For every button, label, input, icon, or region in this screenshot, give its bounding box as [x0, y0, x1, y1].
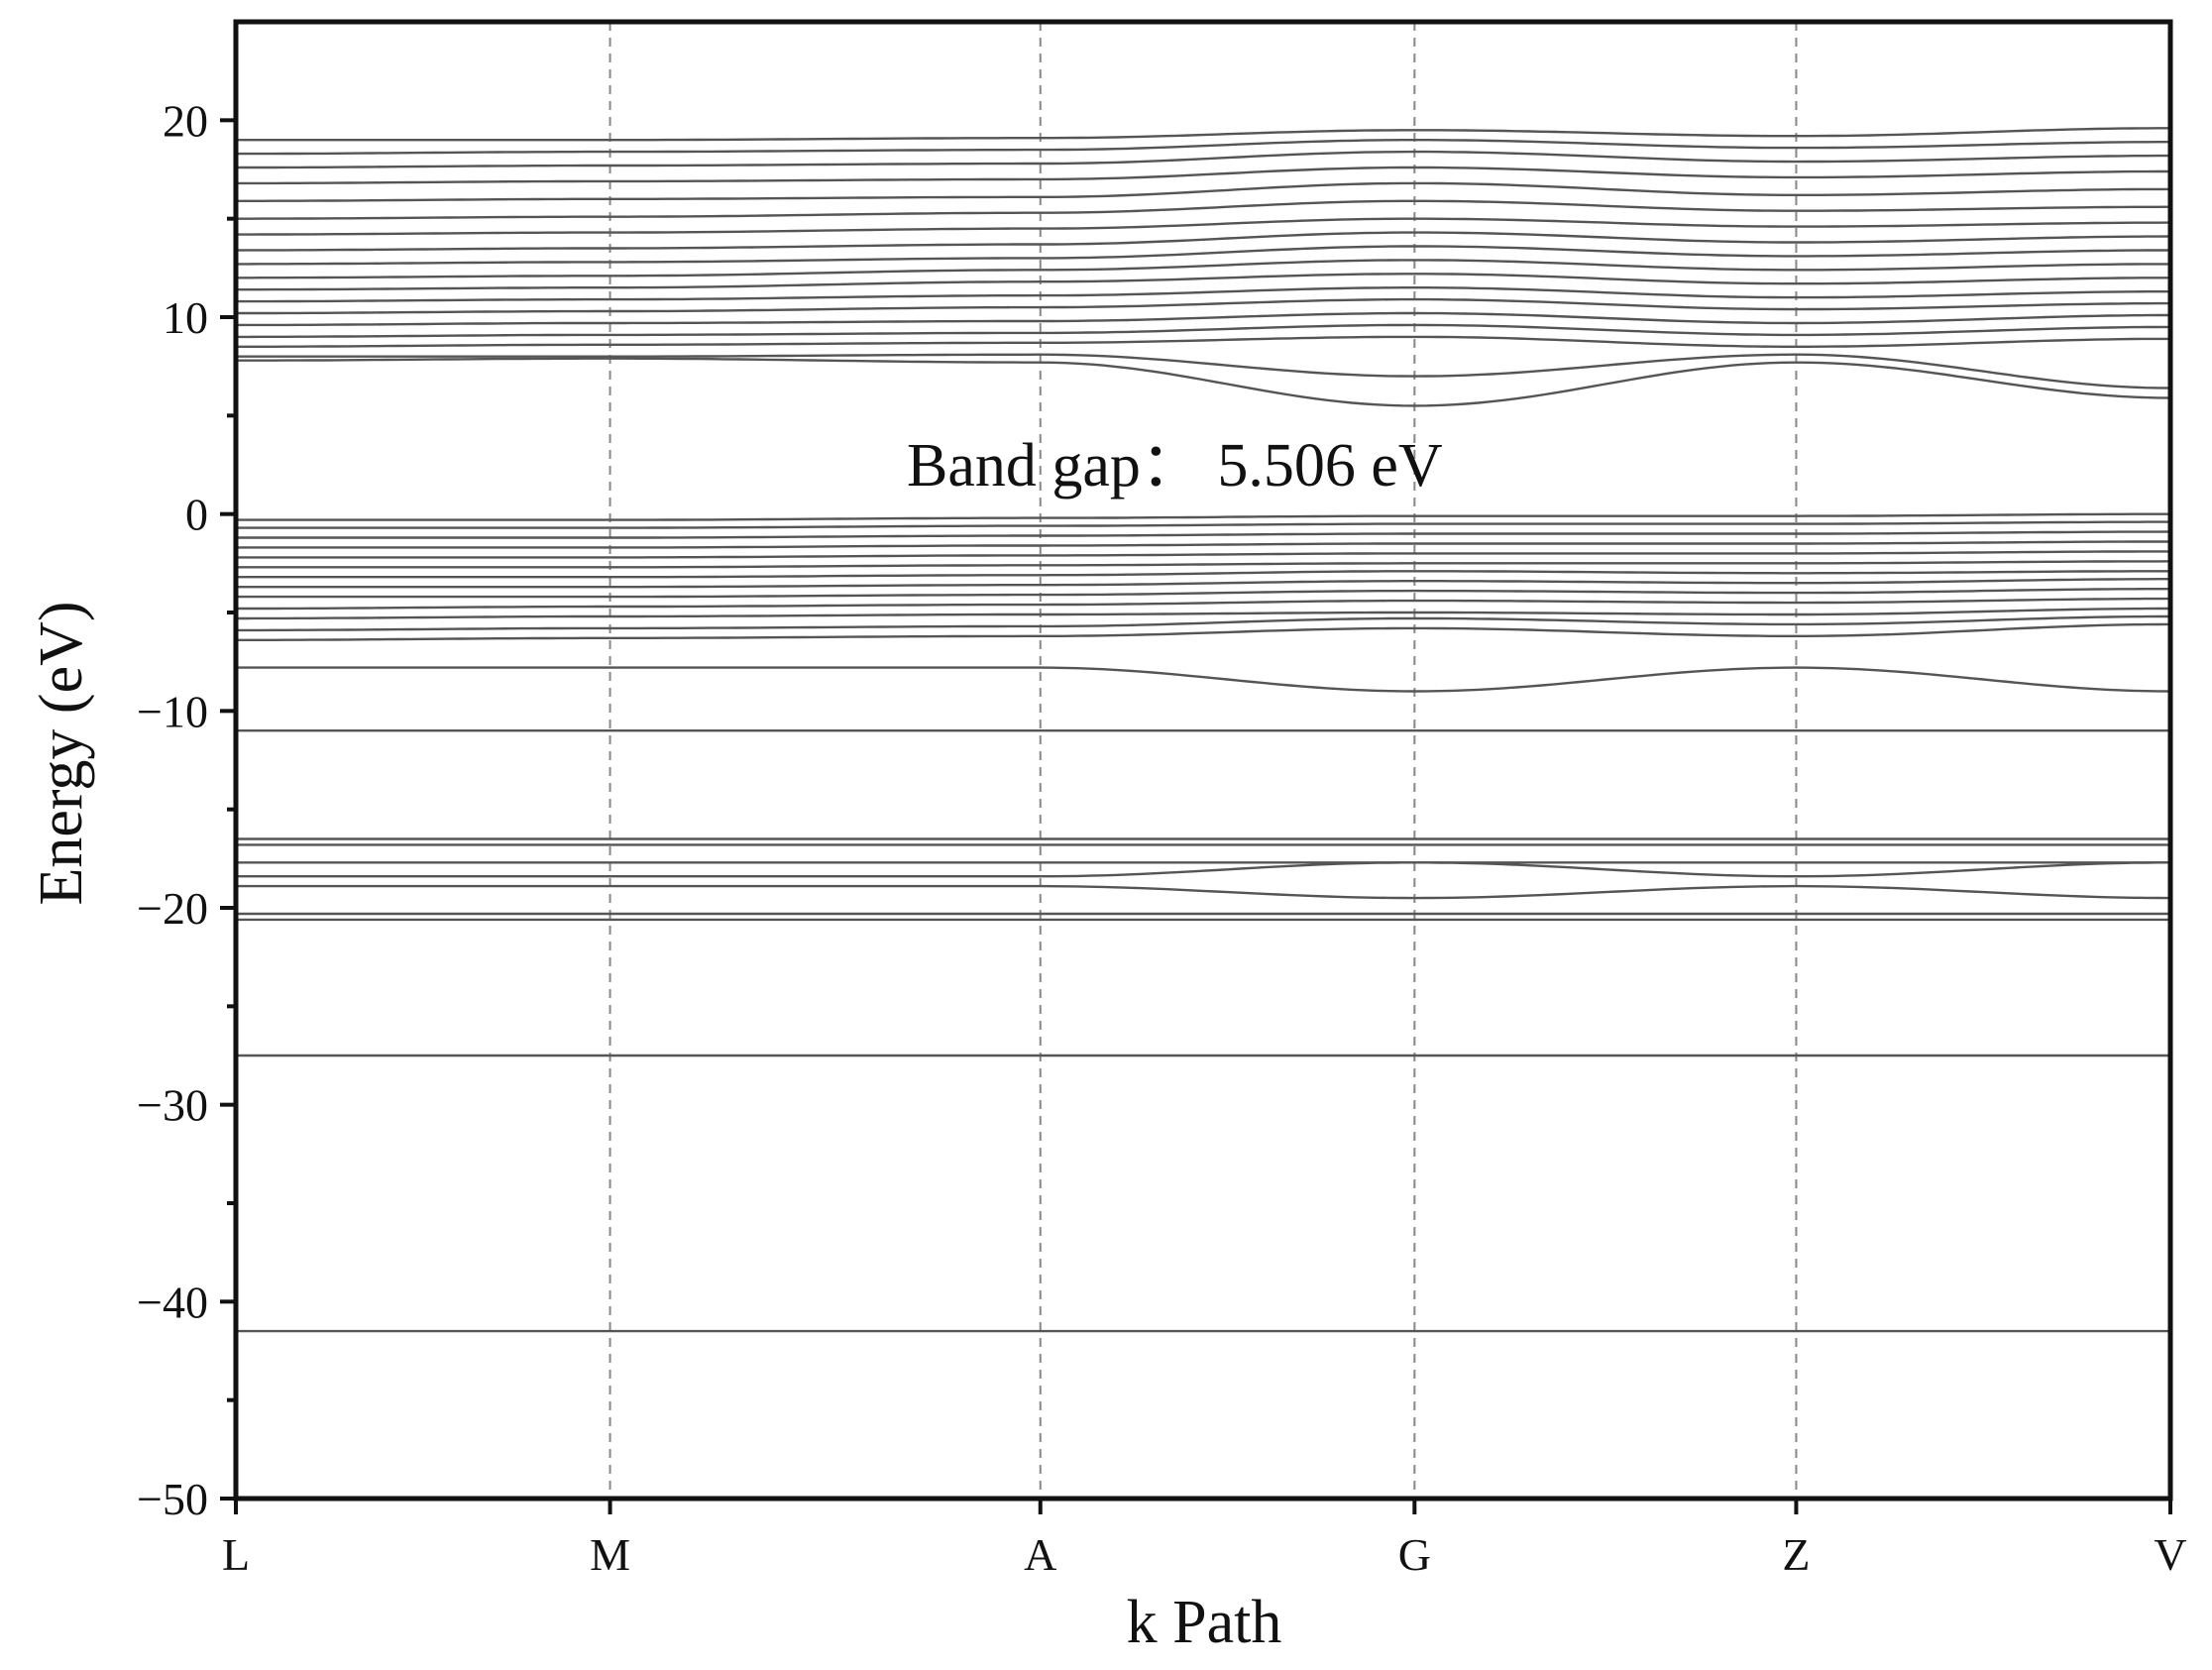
- band-line: [236, 862, 2170, 876]
- band-line: [236, 514, 2170, 520]
- band-line: [236, 167, 2170, 183]
- plot-frame: [236, 22, 2170, 1499]
- band-line: [236, 337, 2170, 347]
- band-line: [236, 599, 2170, 609]
- band-line: [236, 668, 2170, 692]
- x-tick-label-G: G: [1398, 1529, 1431, 1580]
- band-lines: [236, 128, 2170, 1331]
- x-tick-label-M: M: [590, 1529, 630, 1580]
- band-line: [236, 624, 2170, 640]
- y-tick-label: −50: [137, 1474, 208, 1524]
- plot-border: [236, 22, 2170, 1499]
- band-line: [236, 571, 2170, 577]
- band-line: [236, 561, 2170, 567]
- band-line: [236, 201, 2170, 219]
- band-line: [236, 219, 2170, 235]
- band-line: [236, 532, 2170, 538]
- y-axis-label: Energy (eV): [28, 601, 95, 905]
- band-line: [236, 325, 2170, 337]
- y-axis-ticks: 20 10 0 −10 −20 −30 −40 −50: [137, 95, 236, 1524]
- band-line: [236, 542, 2170, 548]
- y-tick-label: −10: [137, 686, 208, 736]
- x-tick-label-A: A: [1024, 1529, 1056, 1580]
- band-line: [236, 183, 2170, 201]
- y-tick-label: 0: [185, 490, 208, 540]
- band-line: [236, 299, 2170, 313]
- y-tick-label: −20: [137, 883, 208, 934]
- band-line: [236, 359, 2170, 406]
- x-tick-label-V: V: [2154, 1529, 2186, 1580]
- y-tick-label: 20: [163, 95, 208, 146]
- band-line: [236, 886, 2170, 898]
- x-axis-label: k Path: [1127, 1589, 1282, 1656]
- band-line: [236, 522, 2170, 528]
- y-tick-label: 10: [163, 292, 208, 343]
- band-line: [236, 128, 2170, 140]
- x-tick-label-L: L: [222, 1529, 250, 1580]
- kpoint-gridlines: [610, 22, 1797, 1499]
- band-line: [236, 589, 2170, 597]
- band-line: [236, 140, 2170, 154]
- band-line: [236, 616, 2170, 630]
- band-line: [236, 313, 2170, 325]
- band-gap-annotation: Band gap： 5.506 eV: [907, 432, 1443, 500]
- y-tick-label: −30: [137, 1080, 208, 1131]
- band-line: [236, 609, 2170, 618]
- band-line: [236, 287, 2170, 301]
- band-line: [236, 551, 2170, 557]
- band-line: [236, 579, 2170, 587]
- y-tick-label: −40: [137, 1277, 208, 1327]
- band-line: [236, 233, 2170, 251]
- x-tick-label-Z: Z: [1782, 1529, 1810, 1580]
- band-line: [236, 152, 2170, 167]
